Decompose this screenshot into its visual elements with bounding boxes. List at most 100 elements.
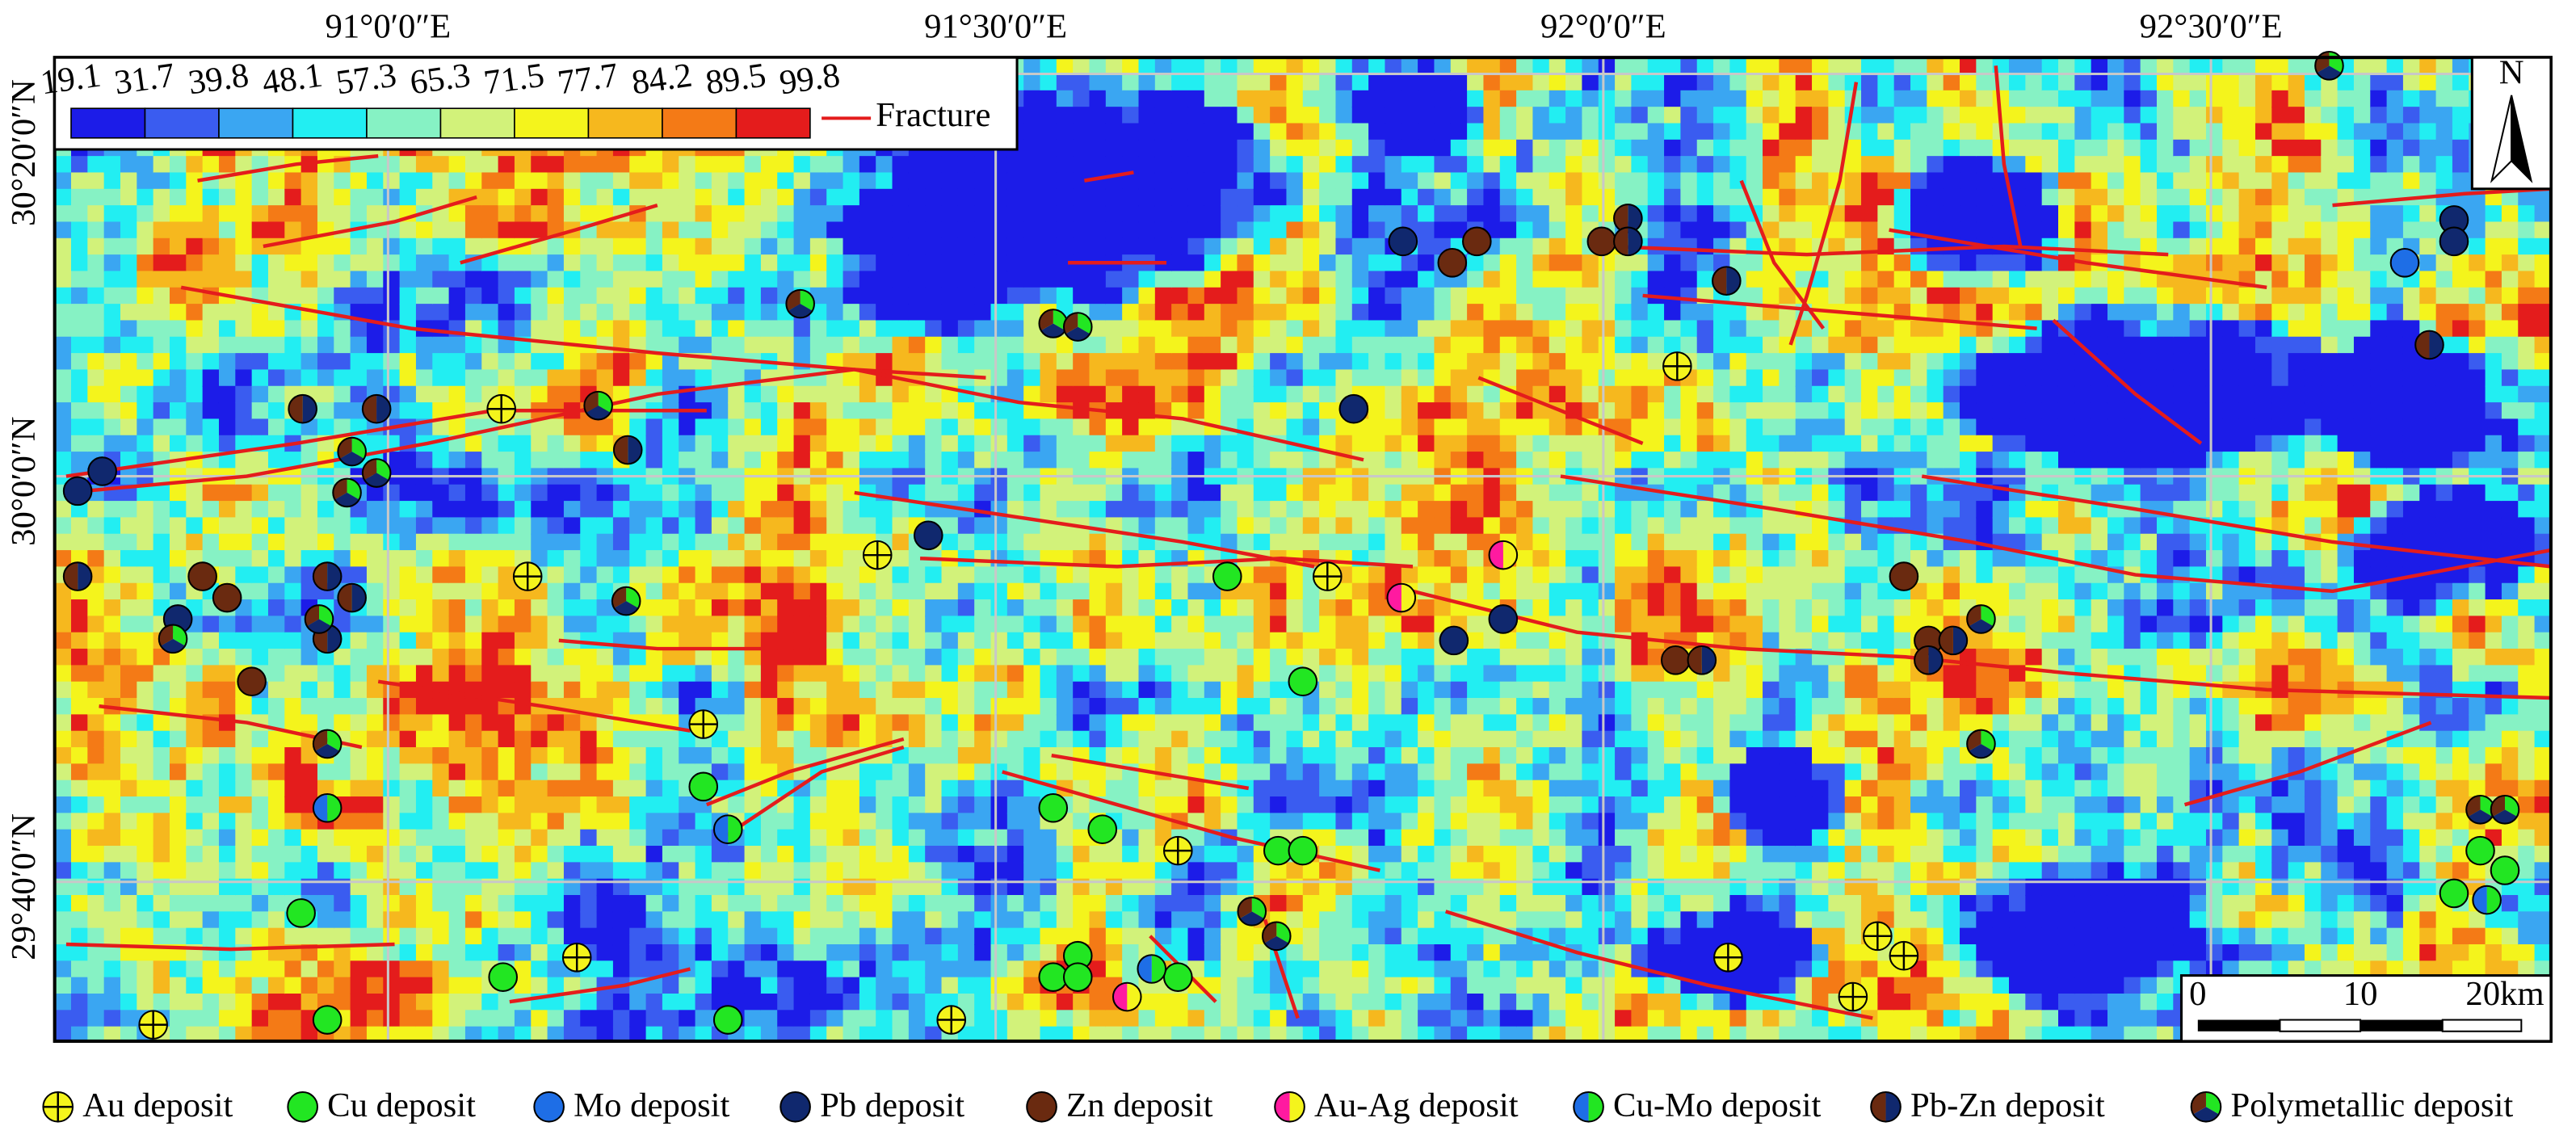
heat-cell xyxy=(448,1026,466,1041)
heat-cell xyxy=(1204,139,1222,158)
heat-cell xyxy=(350,1026,368,1041)
heat-cell xyxy=(563,796,582,814)
heat-cell xyxy=(415,829,434,847)
heat-cell xyxy=(514,911,532,929)
heat-cell xyxy=(481,320,499,338)
heat-cell xyxy=(448,927,466,946)
heat-cell xyxy=(957,221,976,239)
heat-cell xyxy=(580,599,598,617)
heat-cell xyxy=(531,517,548,535)
heat-cell xyxy=(202,665,221,683)
heat-cell xyxy=(103,714,122,732)
heat-cell xyxy=(87,616,105,633)
heat-cell xyxy=(87,254,105,272)
heat-cell xyxy=(1187,993,1205,1011)
heat-cell xyxy=(629,796,647,814)
heat-cell xyxy=(1187,139,1205,158)
heat-cell xyxy=(1187,172,1205,190)
heat-cell xyxy=(1138,714,1156,732)
heat-cell xyxy=(809,1026,828,1041)
heat-cell xyxy=(925,435,943,453)
heat-cell xyxy=(415,632,434,650)
heat-cell xyxy=(1368,435,1386,453)
heat-cell xyxy=(481,517,499,535)
heat-cell xyxy=(990,796,1008,814)
heat-cell xyxy=(218,829,237,847)
heat-cell xyxy=(892,862,910,880)
heat-cell xyxy=(1105,616,1124,633)
heat-cell xyxy=(859,304,877,321)
heat-cell xyxy=(169,271,187,288)
heat-cell xyxy=(218,730,237,749)
heat-cell xyxy=(908,452,927,469)
heat-cell xyxy=(760,665,779,683)
heat-cell xyxy=(498,730,515,749)
heat-cell xyxy=(1302,501,1321,519)
heat-cell xyxy=(580,665,598,683)
heat-cell xyxy=(1253,796,1271,814)
heat-cell xyxy=(941,714,959,732)
heat-cell xyxy=(1105,304,1124,321)
heat-cell xyxy=(1286,271,1304,288)
heat-cell xyxy=(366,846,385,864)
heat-cell xyxy=(1221,846,1238,864)
heat-cell xyxy=(662,566,680,584)
heat-cell xyxy=(793,385,811,404)
heat-cell xyxy=(432,632,450,650)
heat-cell xyxy=(218,714,237,732)
heat-cell xyxy=(1138,698,1156,716)
heat-cell xyxy=(87,862,105,880)
heat-cell xyxy=(908,632,927,650)
heat-cell xyxy=(1368,517,1386,535)
heat-cell xyxy=(1401,435,1419,453)
heat-cell xyxy=(1073,237,1090,256)
heat-cell xyxy=(267,336,286,355)
heat-cell xyxy=(1006,665,1025,683)
heat-cell xyxy=(415,221,434,239)
heat-cell xyxy=(547,796,565,814)
heat-cell xyxy=(1385,74,1402,91)
heat-cell xyxy=(1237,188,1254,207)
heat-cell xyxy=(1056,74,1074,91)
heat-cell xyxy=(202,237,221,256)
heat-cell xyxy=(1351,599,1370,617)
heat-cell xyxy=(1368,632,1386,650)
heat-cell xyxy=(448,616,466,633)
heat-cell xyxy=(777,550,795,568)
heat-cell xyxy=(941,616,959,633)
heat-cell xyxy=(1023,123,1041,141)
heat-cell xyxy=(1073,681,1090,700)
heat-cell xyxy=(925,862,943,880)
heat-cell xyxy=(399,763,417,781)
heat-cell xyxy=(1335,747,1353,765)
heat-cell xyxy=(415,188,434,207)
heat-cell xyxy=(87,501,105,519)
heat-cell xyxy=(1073,271,1090,288)
heat-cell xyxy=(334,714,351,732)
heat-cell xyxy=(662,665,680,683)
heat-cell xyxy=(531,960,548,978)
heat-cell xyxy=(1270,813,1288,830)
heat-cell xyxy=(202,1026,221,1041)
heat-cell xyxy=(793,205,811,223)
heat-cell xyxy=(1073,649,1090,666)
heat-cell xyxy=(629,993,647,1011)
heat-cell xyxy=(645,796,663,814)
heat-cell xyxy=(87,730,105,749)
heat-cell xyxy=(957,304,976,321)
heat-cell xyxy=(596,418,614,436)
heat-cell xyxy=(1319,927,1337,946)
heat-cell xyxy=(1270,385,1288,404)
heat-cell xyxy=(218,846,237,864)
heat-cell xyxy=(514,385,532,404)
heat-cell xyxy=(728,304,746,321)
heat-cell xyxy=(1122,418,1140,436)
heat-cell xyxy=(432,649,450,666)
heat-cell xyxy=(334,681,351,700)
heat-cell xyxy=(284,829,302,847)
heat-cell xyxy=(267,501,286,519)
heat-cell xyxy=(317,829,335,847)
heat-cell xyxy=(1221,254,1238,272)
heat-cell xyxy=(1368,369,1386,387)
heat-cell xyxy=(54,271,73,288)
